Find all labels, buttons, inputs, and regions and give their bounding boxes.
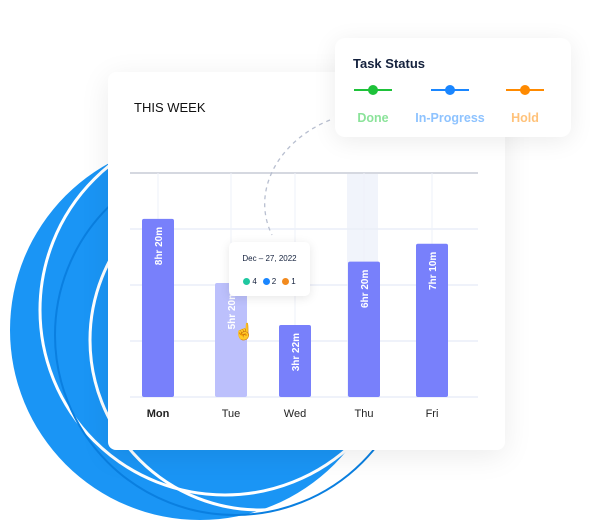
x-tick-label: Fri	[426, 408, 439, 420]
bar-fri	[416, 243, 448, 397]
tooltip-done-count: 4	[243, 277, 257, 286]
bar-data-label: 6hr 20m	[360, 270, 371, 308]
bar-data-label: 5hr 20m	[227, 291, 238, 329]
bar-mon	[142, 218, 174, 397]
bar-data-label: 3hr 22m	[291, 333, 302, 371]
task-status-title: Task Status	[353, 56, 426, 71]
chart-title: THIS WEEK	[134, 100, 206, 115]
legend-in-progress[interactable]: In-Progress	[410, 84, 490, 125]
bar-wed	[279, 324, 311, 397]
x-tick-label: Tue	[222, 408, 241, 420]
x-tick-label: Thu	[355, 408, 374, 420]
bar-tue	[215, 283, 247, 397]
x-tick-label: Mon	[147, 408, 170, 420]
hand-cursor-icon: ☝	[234, 324, 254, 341]
connector-arrow	[264, 119, 331, 236]
tooltip-date: Dec – 27, 2022	[242, 254, 297, 263]
tooltip-hold-count: 1	[282, 277, 296, 286]
bar-data-label: 8hr 20m	[154, 227, 165, 265]
bar-thu	[348, 261, 380, 397]
tooltip: Dec – 27, 2022 4 2 1	[229, 242, 310, 296]
tooltip-progress-count: 2	[262, 277, 276, 286]
task-status-card: Task Status Done In-Progress Hold	[335, 38, 571, 137]
bar-data-label: 7hr 10m	[428, 252, 439, 290]
x-tick-label: Wed	[284, 408, 306, 420]
legend-done[interactable]: Done	[333, 84, 413, 125]
legend-hold[interactable]: Hold	[485, 84, 565, 125]
